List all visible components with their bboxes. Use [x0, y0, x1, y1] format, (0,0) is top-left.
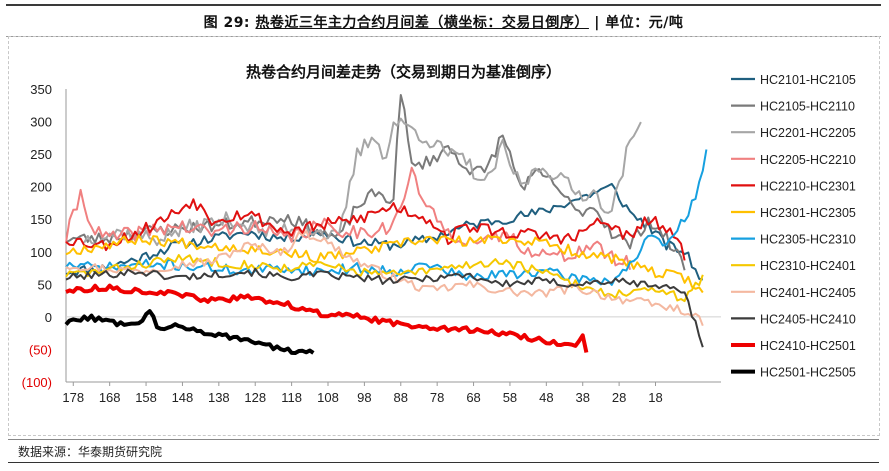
legend-label: HC2310-HC2401 [760, 259, 856, 273]
y-tick-label: 0 [45, 310, 52, 325]
caption-bar: 图 29: 热卷近三年主力合约月间差（横坐标：交易日倒序） | 单位：元/吨 [6, 4, 881, 37]
x-tick-label: 178 [62, 390, 84, 405]
y-tick-label: (100) [22, 375, 52, 390]
chart: 热卷合约月间差走势（交易到期日为基准倒序） (100) (50) 0 50 100 150 2… [22, 63, 856, 405]
figure-number: 图 29: [203, 15, 251, 31]
x-tick-label: 48 [539, 390, 553, 405]
y-tick-label: (50) [29, 342, 52, 357]
series-line [65, 94, 686, 271]
x-tick-label: 38 [575, 390, 589, 405]
y-tick-label: 250 [30, 147, 52, 162]
y-tick-label: 350 [30, 82, 52, 97]
figure-title: 热卷近三年主力合约月间差（横坐标：交易日倒序） [255, 15, 589, 31]
chart-frame: 热卷合约月间差走势（交易到期日为基准倒序） (100) (50) 0 50 100 150 2… [8, 36, 880, 436]
source-note: 数据来源：华泰期货研究院 [8, 439, 879, 463]
x-tick-label: 148 [172, 390, 194, 405]
series-line [65, 234, 704, 294]
x-tick-label: 58 [503, 390, 517, 405]
x-tick-label: 28 [612, 390, 626, 405]
y-tick-label: 50 [38, 277, 52, 292]
series-line [65, 149, 708, 286]
legend-label: HC2501-HC2505 [760, 366, 856, 380]
x-tick-label: 98 [357, 390, 371, 405]
x-tick-label: 138 [208, 390, 230, 405]
figure-unit: 单位：元/吨 [605, 15, 684, 31]
y-tick-label: 200 [30, 180, 52, 195]
legend-label: HC2405-HC2410 [760, 312, 856, 326]
x-tick-label: 78 [430, 390, 444, 405]
x-tick-label: 68 [466, 390, 480, 405]
x-tick-label: 128 [244, 390, 266, 405]
x-tick-label: 158 [135, 390, 157, 405]
chart-title: 热卷合约月间差走势（交易到期日为基准倒序） [246, 63, 561, 81]
series-line [65, 267, 704, 348]
legend-label: HC2105-HC2110 [760, 100, 855, 114]
x-tick-label: 18 [648, 390, 662, 405]
legend-label: HC2305-HC2310 [760, 233, 856, 247]
series-line [83, 117, 642, 247]
legend-label: HC2401-HC2405 [760, 286, 856, 300]
series-line [65, 283, 589, 353]
series-line [65, 198, 686, 261]
x-tick-label: 88 [394, 390, 408, 405]
x-tick-label: 118 [281, 390, 302, 405]
series-line [64, 309, 315, 355]
y-tick-label: 300 [30, 115, 52, 130]
figure-caption: 图 29: 热卷近三年主力合约月间差（横坐标：交易日倒序） | 单位：元/吨 [6, 12, 881, 32]
x-tick-label: 168 [99, 390, 121, 405]
unit-separator: | [594, 15, 606, 31]
legend-label: HC2101-HC2105 [760, 73, 856, 87]
x-tick-label: 108 [317, 390, 339, 405]
legend-label: HC2205-HC2210 [760, 153, 856, 167]
series-line [65, 166, 631, 270]
y-tick-label: 150 [30, 212, 52, 227]
legend-label: HC2210-HC2301 [760, 179, 856, 193]
legend-label: HC2301-HC2305 [760, 206, 856, 220]
legend-label: HC2201-HC2205 [760, 126, 856, 140]
legend-label: HC2410-HC2501 [760, 339, 856, 353]
y-tick-label: 100 [30, 245, 52, 260]
series-line [65, 230, 704, 327]
